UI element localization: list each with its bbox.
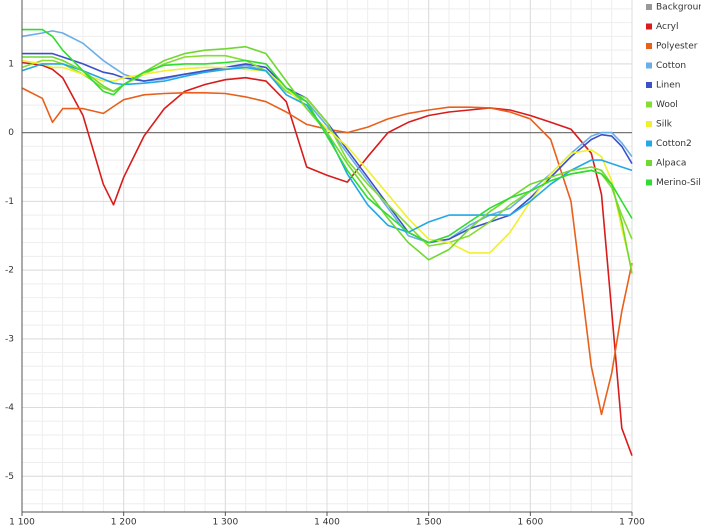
legend-swatch — [646, 140, 652, 147]
series-line — [21, 61, 633, 456]
legend-label: Acryl — [656, 22, 678, 32]
y-tick-label: -5 — [5, 472, 14, 482]
legend-swatch — [646, 23, 652, 30]
legend-label: Alpaca — [656, 159, 686, 169]
series-line — [22, 45, 633, 274]
legend-swatch — [646, 121, 652, 127]
x-tick-label: 1 600 — [517, 518, 543, 526]
legend-label: Cotton — [656, 61, 686, 71]
x-tick-label: 1 300 — [212, 518, 238, 526]
legend: Background Acryl Polyester Cotton Linen Wool S… — [646, 3, 701, 188]
legend-swatch — [646, 4, 652, 10]
x-tick-label: 1 400 — [314, 518, 340, 526]
lines — [21, 28, 633, 456]
legend-swatch — [646, 160, 652, 166]
y-tick-label: -4 — [5, 403, 14, 413]
legend-label: Linen — [656, 81, 680, 91]
y-tick-label: -3 — [5, 334, 14, 344]
legend-label: Polyester — [656, 42, 698, 52]
y-tick-label: 1 — [8, 59, 14, 69]
legend-label: Background — [656, 3, 701, 13]
legend-swatch — [646, 101, 652, 108]
x-tick-label: 1 100 — [9, 518, 35, 526]
legend-swatch — [646, 62, 652, 69]
legend-label: Merino-Silk — [656, 178, 701, 188]
y-tick-label: 0 — [8, 128, 14, 138]
legend-swatch — [646, 82, 652, 88]
y-tick-label: -1 — [5, 197, 14, 207]
legend-label: Silk — [656, 120, 673, 130]
legend-swatch — [646, 43, 652, 49]
series-line — [22, 28, 633, 244]
legend-swatch — [646, 179, 652, 186]
axes: 1 100 1 200 1 300 1 400 1 500 1 600 1 700 -5 -4 -… — [5, 0, 645, 526]
x-tick-label: 1 500 — [416, 518, 442, 526]
legend-label: Wool — [656, 100, 678, 110]
x-tick-label: 1 200 — [111, 518, 137, 526]
y-tick-label: -2 — [5, 266, 14, 276]
x-tick-label: 1 700 — [619, 518, 645, 526]
legend-label: Cotton2 — [656, 139, 692, 149]
